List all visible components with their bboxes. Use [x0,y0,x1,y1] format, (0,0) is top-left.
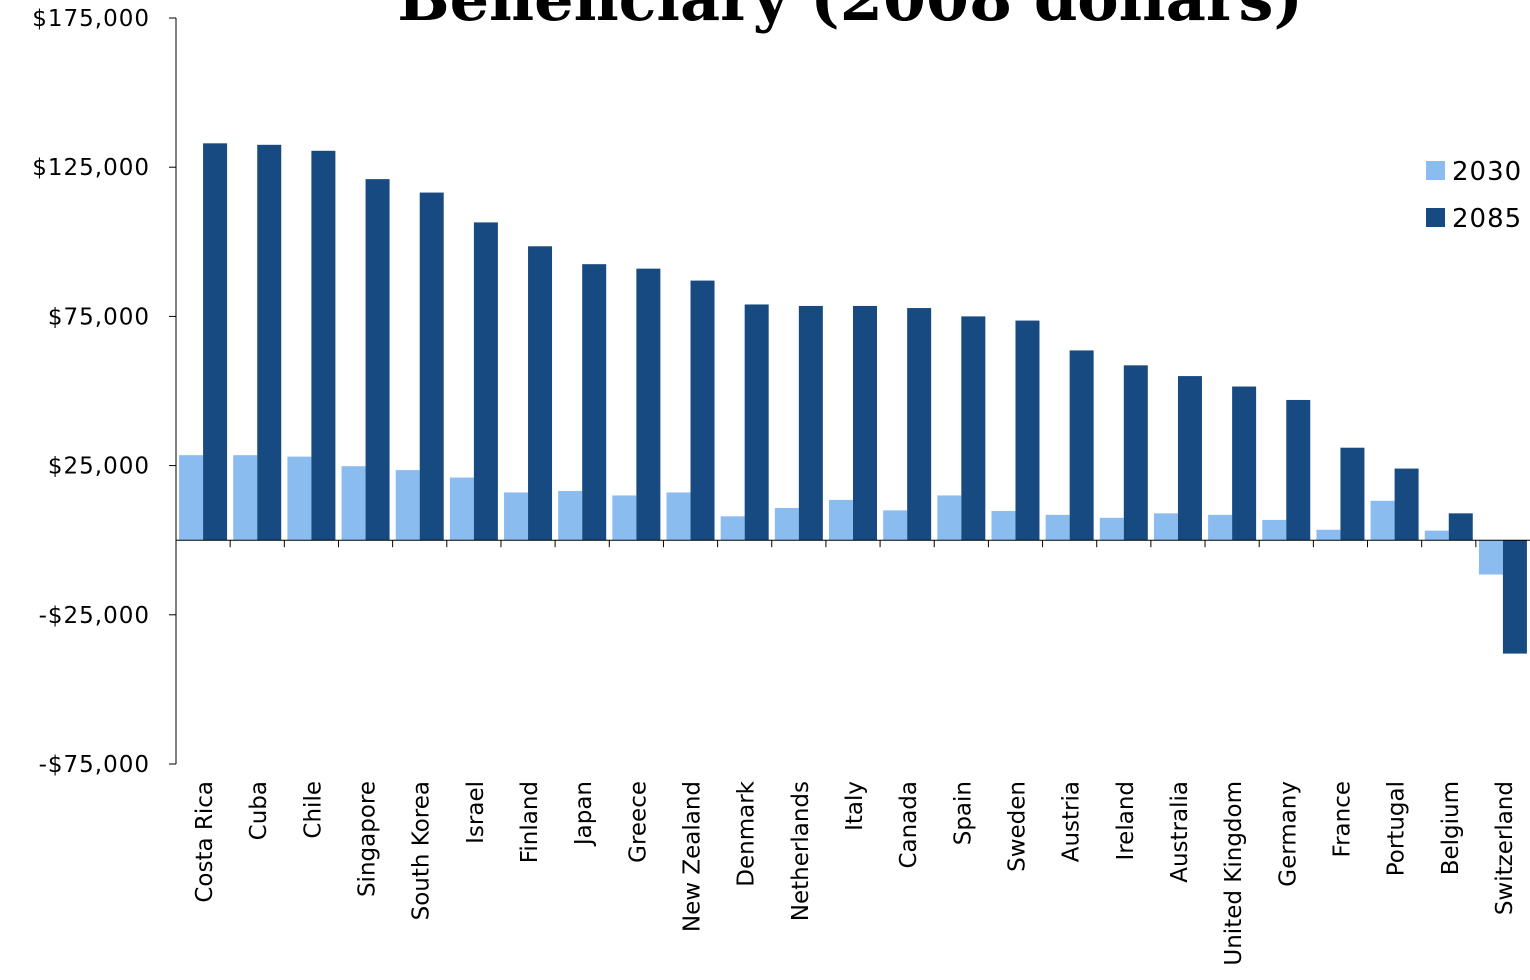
y-tick-label: $25,000 [48,454,150,480]
bar-2085-france [1340,447,1365,541]
bar-2030-canada [883,510,908,541]
y-tick-label: $125,000 [32,155,150,181]
legend-swatch-2085 [1426,208,1445,227]
bar-2030-netherlands [774,507,799,541]
bar-2085-singapore [365,179,390,541]
bar-2030-ireland [1099,517,1124,541]
bar-2030-israel [449,477,474,541]
x-tick-label: Germany [1275,781,1301,887]
x-tick-label: Chile [300,781,326,839]
bar-2085-costa-rica [203,143,228,541]
bar-2030-australia [1153,513,1178,541]
x-tick-label: Belgium [1438,781,1464,875]
y-tick-label: -$75,000 [39,752,150,778]
y-axis: $175,000 $125,000 $75,000 $25,000 -$25,000 -$… [32,6,177,778]
x-tick-label: Sweden [1004,781,1030,872]
x-tick-label: Costa Rica [192,781,218,903]
legend: 2030 2085 [1426,157,1522,234]
x-axis: Costa Rica Cuba Chile Singapore South Korea I… [176,539,1530,966]
bars [179,143,1527,654]
bar-2030-austria [1045,514,1070,541]
legend-swatch-2030 [1426,161,1445,180]
x-tick-label: Australia [1167,781,1193,883]
chart-title: Beneficiary (2008 dollars) [397,0,1303,35]
bar-2085-greece [636,268,661,541]
bar-2030-sweden [991,510,1016,541]
bar-2030-japan [558,490,583,541]
bar-2085-australia [1177,376,1202,541]
bar-2085-israel [473,222,498,541]
bar-2085-denmark [744,304,769,541]
bar-2085-finland [528,246,553,541]
bar-2085-chile [311,150,336,541]
x-tick-label: Cuba [246,781,272,840]
x-tick-label: Japan [571,781,597,847]
x-tick-label: Netherlands [788,781,814,921]
bar-2085-netherlands [798,305,823,541]
y-tick-label: -$25,000 [39,603,150,629]
bar-2030-portugal [1370,500,1395,541]
bar-2085-spain [961,316,986,541]
bar-2085-ireland [1123,365,1148,541]
bar-2085-cuba [257,144,282,541]
x-tick-label: Austria [1059,781,1085,862]
x-tick-label: United Kingdom [1221,781,1247,966]
bar-2030-greece [612,495,637,541]
bar-2085-switzerland [1502,540,1527,654]
bar-2030-chile [287,456,312,541]
bar-2085-sweden [1015,320,1040,541]
x-tick-label: Spain [950,781,976,845]
bar-2030-italy [829,499,853,541]
bar-2030-belgium [1424,530,1449,541]
bar-2030-switzerland [1478,540,1503,575]
bar-2030-france [1316,529,1341,541]
x-tick-label: Switzerland [1492,781,1518,915]
bar-2030-denmark [720,516,745,541]
legend-label: 2030 [1452,157,1522,187]
bar-2030-south-korea [395,470,420,541]
x-tick-label: Ireland [1113,781,1139,861]
x-tick-label: Portugal [1384,781,1410,876]
x-tick-label: Singapore [355,781,381,897]
bar-2030-costa-rica [179,455,204,541]
bar-2030-singapore [341,466,366,541]
bar-2085-austria [1069,350,1094,541]
x-tick-label: New Zealand [680,781,706,932]
bar-2085-portugal [1394,468,1419,541]
x-tick-label: France [1329,781,1355,857]
bar-2085-italy [853,305,877,541]
bar-2085-united-kingdom [1232,386,1257,541]
x-tick-label: Denmark [734,780,760,886]
bar-2030-united-kingdom [1208,514,1233,541]
x-tick-label: Finland [517,781,543,863]
x-tick-label: Italy [842,781,868,831]
x-tick-label: Israel [463,781,489,844]
bar-2030-spain [937,495,962,541]
bar-2085-new-zealand [690,280,715,541]
bar-2030-new-zealand [666,492,691,541]
legend-label: 2085 [1452,204,1522,234]
bar-2085-japan [582,264,607,541]
y-tick-label: $175,000 [32,6,150,32]
bar-2030-germany [1262,519,1287,541]
bar-2085-germany [1286,399,1311,541]
x-tick-label: South Korea [409,781,435,920]
bar-2085-belgium [1448,513,1473,541]
y-tick-label: $75,000 [48,304,150,330]
bar-2030-cuba [233,455,258,541]
bar-2085-south-korea [419,192,444,541]
bar-2030-finland [504,492,529,541]
x-tick-label: Canada [896,781,922,869]
bar-2085-canada [907,308,932,541]
x-tick-label: Greece [625,781,651,863]
